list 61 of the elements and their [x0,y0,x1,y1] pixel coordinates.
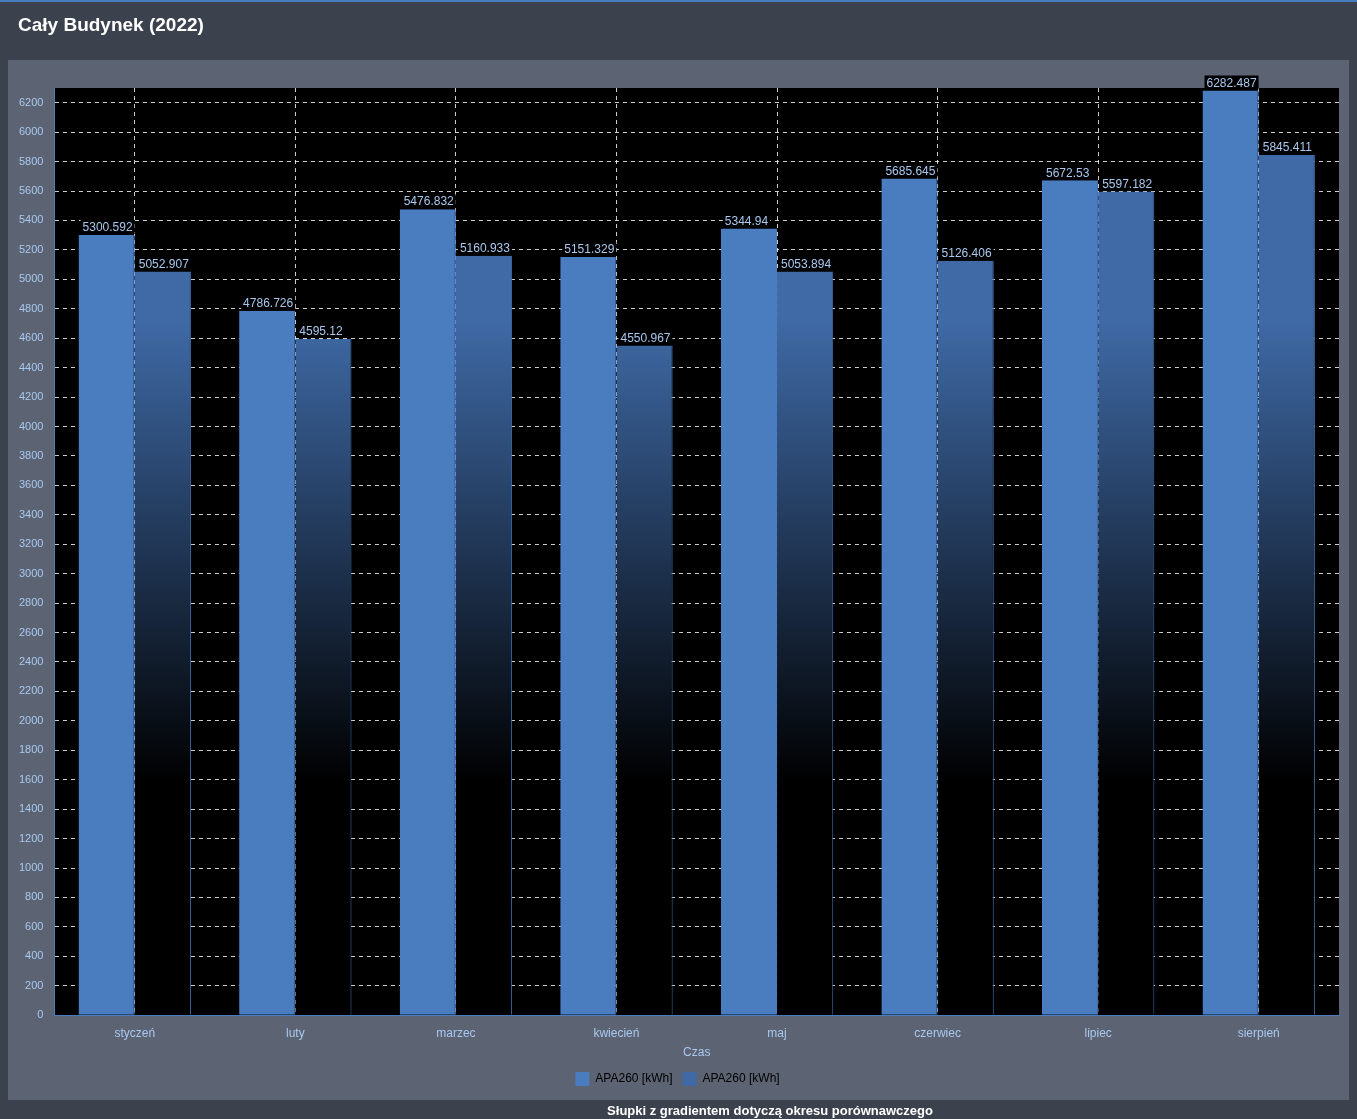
legend-label: APA260 [kWh] [595,1071,673,1086]
x-axis-title: Czas [683,1045,711,1060]
y-tick-label: 1000 [18,861,44,874]
y-tick-label: 200 [25,978,44,991]
x-tick-label: marzec [436,1025,476,1040]
text: Słupki z gradientem dotyczą okresu porównawczego [606,1103,934,1118]
y-tick-label: 4000 [18,419,44,432]
y-tick-label: 800 [25,890,44,903]
y-tick-label: 5000 [18,272,44,285]
y-tick-label: 1600 [18,772,44,785]
x-tick-label: styczeń [114,1025,156,1040]
data-label: 5160.933 [459,240,511,255]
data-label: 5053.894 [781,256,832,271]
y-tick-label: 3000 [18,566,44,579]
x-tick-label: sierpień [1237,1025,1280,1040]
y-tick-label: 4200 [18,390,44,403]
y-tick-label: 3200 [18,537,44,550]
data-label: 5126.406 [941,246,992,261]
y-tick-label: 5400 [18,213,44,226]
y-tick-label: 1200 [18,831,44,844]
data-label: 5597.182 [1102,176,1153,191]
y-tick-label: 0 [37,1008,44,1021]
y-tick-label: 1400 [18,802,44,815]
y-tick-label: 6200 [18,95,44,108]
y-tick-label: 2400 [18,655,44,668]
data-label: 4550.967 [620,330,671,345]
y-tick-label: 3600 [18,478,44,491]
y-tick-label: 3800 [18,448,44,461]
x-tick-label: czerwiec [914,1025,961,1040]
y-tick-label: 4400 [18,360,44,373]
y-tick-label: 2000 [18,713,44,726]
y-tick-label: 5800 [18,154,44,167]
x-tick-label: lipiec [1084,1025,1112,1040]
data-label: 5344.94 [724,213,769,228]
y-tick-label: 6000 [18,125,44,138]
data-label: 5151.329 [564,242,615,257]
data-label: 4786.726 [243,296,294,311]
data-label: 5052.907 [138,256,190,271]
data-label: 5672.53 [1045,165,1090,180]
y-tick-label: 3400 [18,507,44,520]
x-tick-label: luty [285,1025,305,1040]
y-tick-label: 4800 [18,301,44,314]
y-tick-label: 2200 [18,684,44,697]
data-label: 5685.645 [885,163,936,178]
y-tick-label: 4600 [18,331,44,344]
chart-title: Cały Budynek (2022) [0,0,1357,52]
x-tick-label: maj [767,1025,787,1040]
data-label: 4595.12 [299,324,344,339]
x-tick-label: kwiecień [593,1025,640,1040]
y-tick-label: 2800 [18,596,44,609]
legend-label: APA260 [kWh] [702,1071,780,1086]
y-tick-label: 5600 [18,184,44,197]
y-tick-label: 400 [25,949,44,962]
data-label: 5300.592 [82,220,133,235]
y-tick-label: 600 [25,919,44,932]
data-label: 6282.487 [1206,75,1257,90]
y-tick-label: 5200 [18,242,44,255]
data-label: 5476.832 [403,194,455,209]
data-label: 5845.411 [1262,140,1313,155]
y-tick-label: 2600 [18,625,44,638]
y-tick-label: 1800 [18,743,44,756]
